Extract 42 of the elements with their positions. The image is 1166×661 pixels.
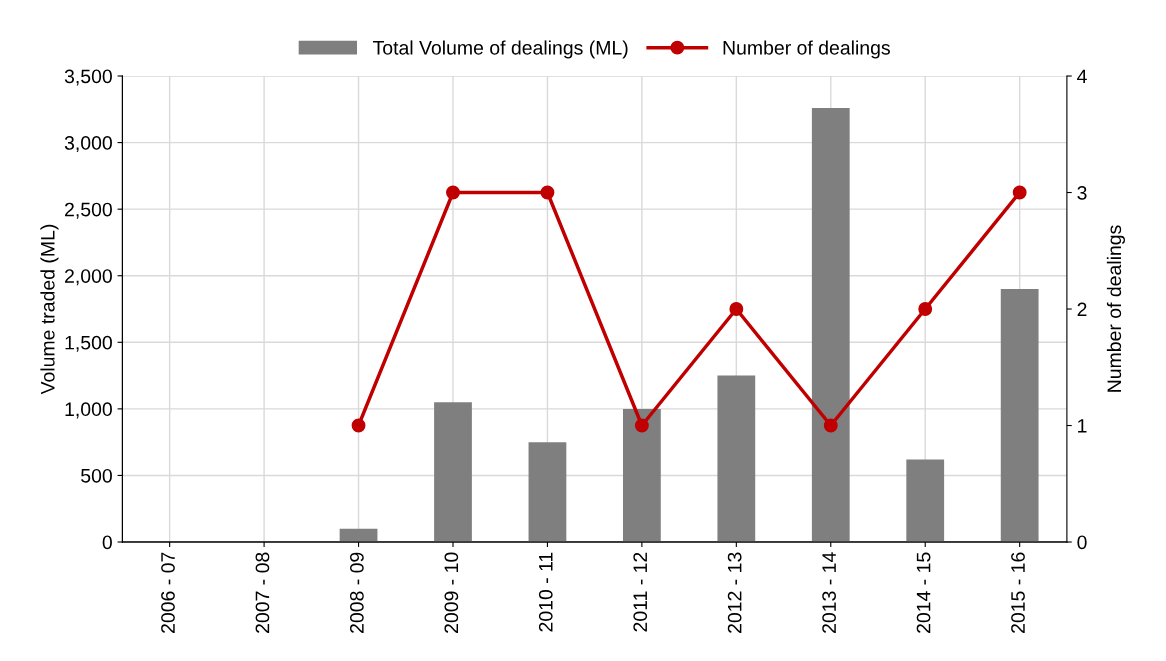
y-tick-label: 1,500 — [65, 335, 112, 352]
y-axis-title: Volume traded (ML) — [40, 224, 59, 395]
x-tick-label: 2013 - 14 — [822, 552, 836, 633]
y-tick-label: 3,000 — [64, 136, 112, 153]
y2-tick-label: 1 — [1078, 419, 1087, 433]
bar — [528, 442, 567, 543]
bar — [1000, 289, 1039, 543]
x-tick-label: 2014 - 15 — [916, 552, 931, 633]
y-tick-label: 500 — [81, 468, 112, 483]
bar — [622, 408, 661, 543]
y2-tick-label: 0 — [1077, 535, 1087, 550]
point — [918, 302, 933, 316]
y2-tick-label: 3 — [1077, 185, 1087, 200]
y-tick-label: 0 — [102, 535, 112, 550]
x-tick-label: 2007 - 08 — [255, 552, 270, 633]
point — [634, 418, 649, 433]
x-tick-label: 2011 - 12 — [633, 552, 648, 632]
y-tick-label: 1,000 — [65, 402, 112, 419]
point — [351, 418, 366, 433]
point — [1012, 185, 1027, 200]
y-tick-label: 3,500 — [64, 69, 112, 86]
y2-axis-title: Number of dealings — [1106, 225, 1125, 392]
y-tick-label: 2,500 — [65, 202, 112, 219]
x-tick-label: 2006 - 07 — [161, 552, 175, 633]
bar — [906, 459, 945, 543]
y2-tick-label: 2 — [1077, 302, 1087, 317]
legend-label: Number of dealings — [723, 40, 890, 59]
x-tick-label: 2010 - 11 — [538, 552, 553, 632]
bar — [717, 375, 756, 543]
x-tick-label: 2009 - 10 — [444, 552, 459, 633]
x-tick-label: 2008 - 09 — [350, 552, 364, 633]
point — [540, 185, 555, 200]
point — [729, 302, 744, 316]
x-tick-label: 2015 - 16 — [1011, 552, 1025, 633]
point — [446, 185, 460, 200]
y-tick-label: 2,000 — [65, 269, 112, 286]
bar — [434, 402, 472, 543]
legend-label: Total Volume of dealings (ML) — [373, 40, 628, 59]
x-tick-label: 2012 - 13 — [727, 552, 742, 633]
point — [823, 418, 838, 433]
y2-tick-label: 4 — [1077, 69, 1087, 84]
bar — [811, 107, 850, 543]
